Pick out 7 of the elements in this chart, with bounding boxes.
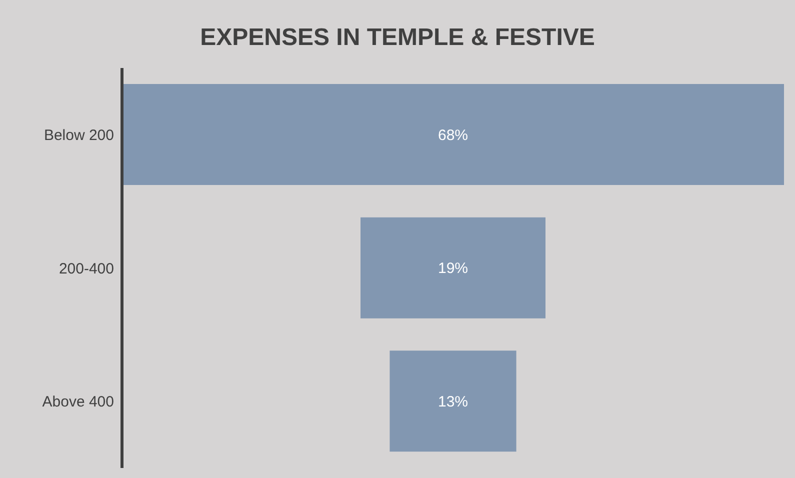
data-label: 19% [438, 260, 468, 278]
category-label: Below 200 [44, 126, 114, 144]
data-label: 68% [438, 126, 468, 144]
data-label: 13% [438, 393, 468, 410]
category-label: 200-400 [58, 260, 114, 278]
text: EXPENSES IN TEMPLE & FESTIVE [199, 24, 596, 52]
category-label: Above 400 [42, 394, 114, 411]
